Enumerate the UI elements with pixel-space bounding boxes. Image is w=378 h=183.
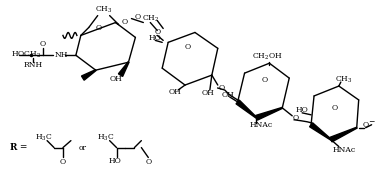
Text: NH: NH: [54, 51, 68, 59]
Text: HO: HO: [149, 34, 162, 42]
Text: O: O: [96, 25, 102, 32]
Text: CH$_2$: CH$_2$: [142, 14, 159, 24]
Text: O: O: [219, 84, 225, 92]
Polygon shape: [82, 70, 96, 80]
Text: CH$_2$OH: CH$_2$OH: [252, 52, 283, 62]
Text: HNAc: HNAc: [332, 145, 355, 154]
Text: OH: OH: [169, 88, 181, 96]
Text: O: O: [60, 158, 66, 167]
Text: O: O: [154, 28, 160, 36]
Text: RNH: RNH: [24, 61, 43, 69]
Text: or: or: [79, 144, 87, 152]
Text: OH: OH: [222, 91, 234, 99]
Text: OH: OH: [201, 89, 214, 97]
Polygon shape: [236, 100, 257, 118]
Polygon shape: [310, 123, 331, 140]
Polygon shape: [330, 127, 357, 142]
Text: =: =: [17, 143, 28, 152]
Text: OH: OH: [109, 75, 122, 83]
Text: O: O: [332, 104, 338, 112]
Text: CH$_3$: CH$_3$: [95, 5, 113, 15]
Text: O: O: [145, 158, 151, 167]
Text: H$_3$C: H$_3$C: [35, 132, 53, 143]
Text: O: O: [292, 114, 298, 122]
Text: R: R: [9, 143, 17, 152]
Polygon shape: [256, 107, 282, 120]
Text: O: O: [134, 13, 141, 20]
Text: HOCH$_2$: HOCH$_2$: [11, 50, 42, 60]
Text: HO: HO: [296, 106, 308, 114]
Text: O: O: [185, 43, 191, 51]
Text: O: O: [261, 76, 268, 84]
Polygon shape: [118, 62, 129, 76]
Text: CH$_3$: CH$_3$: [335, 75, 353, 85]
Text: H$_3$C: H$_3$C: [97, 132, 114, 143]
Text: O: O: [121, 18, 127, 26]
Text: O: O: [40, 40, 46, 48]
Text: −: −: [369, 118, 375, 126]
Text: O: O: [363, 121, 369, 129]
Text: HO: HO: [108, 157, 121, 165]
Text: HNAc: HNAc: [250, 121, 273, 129]
